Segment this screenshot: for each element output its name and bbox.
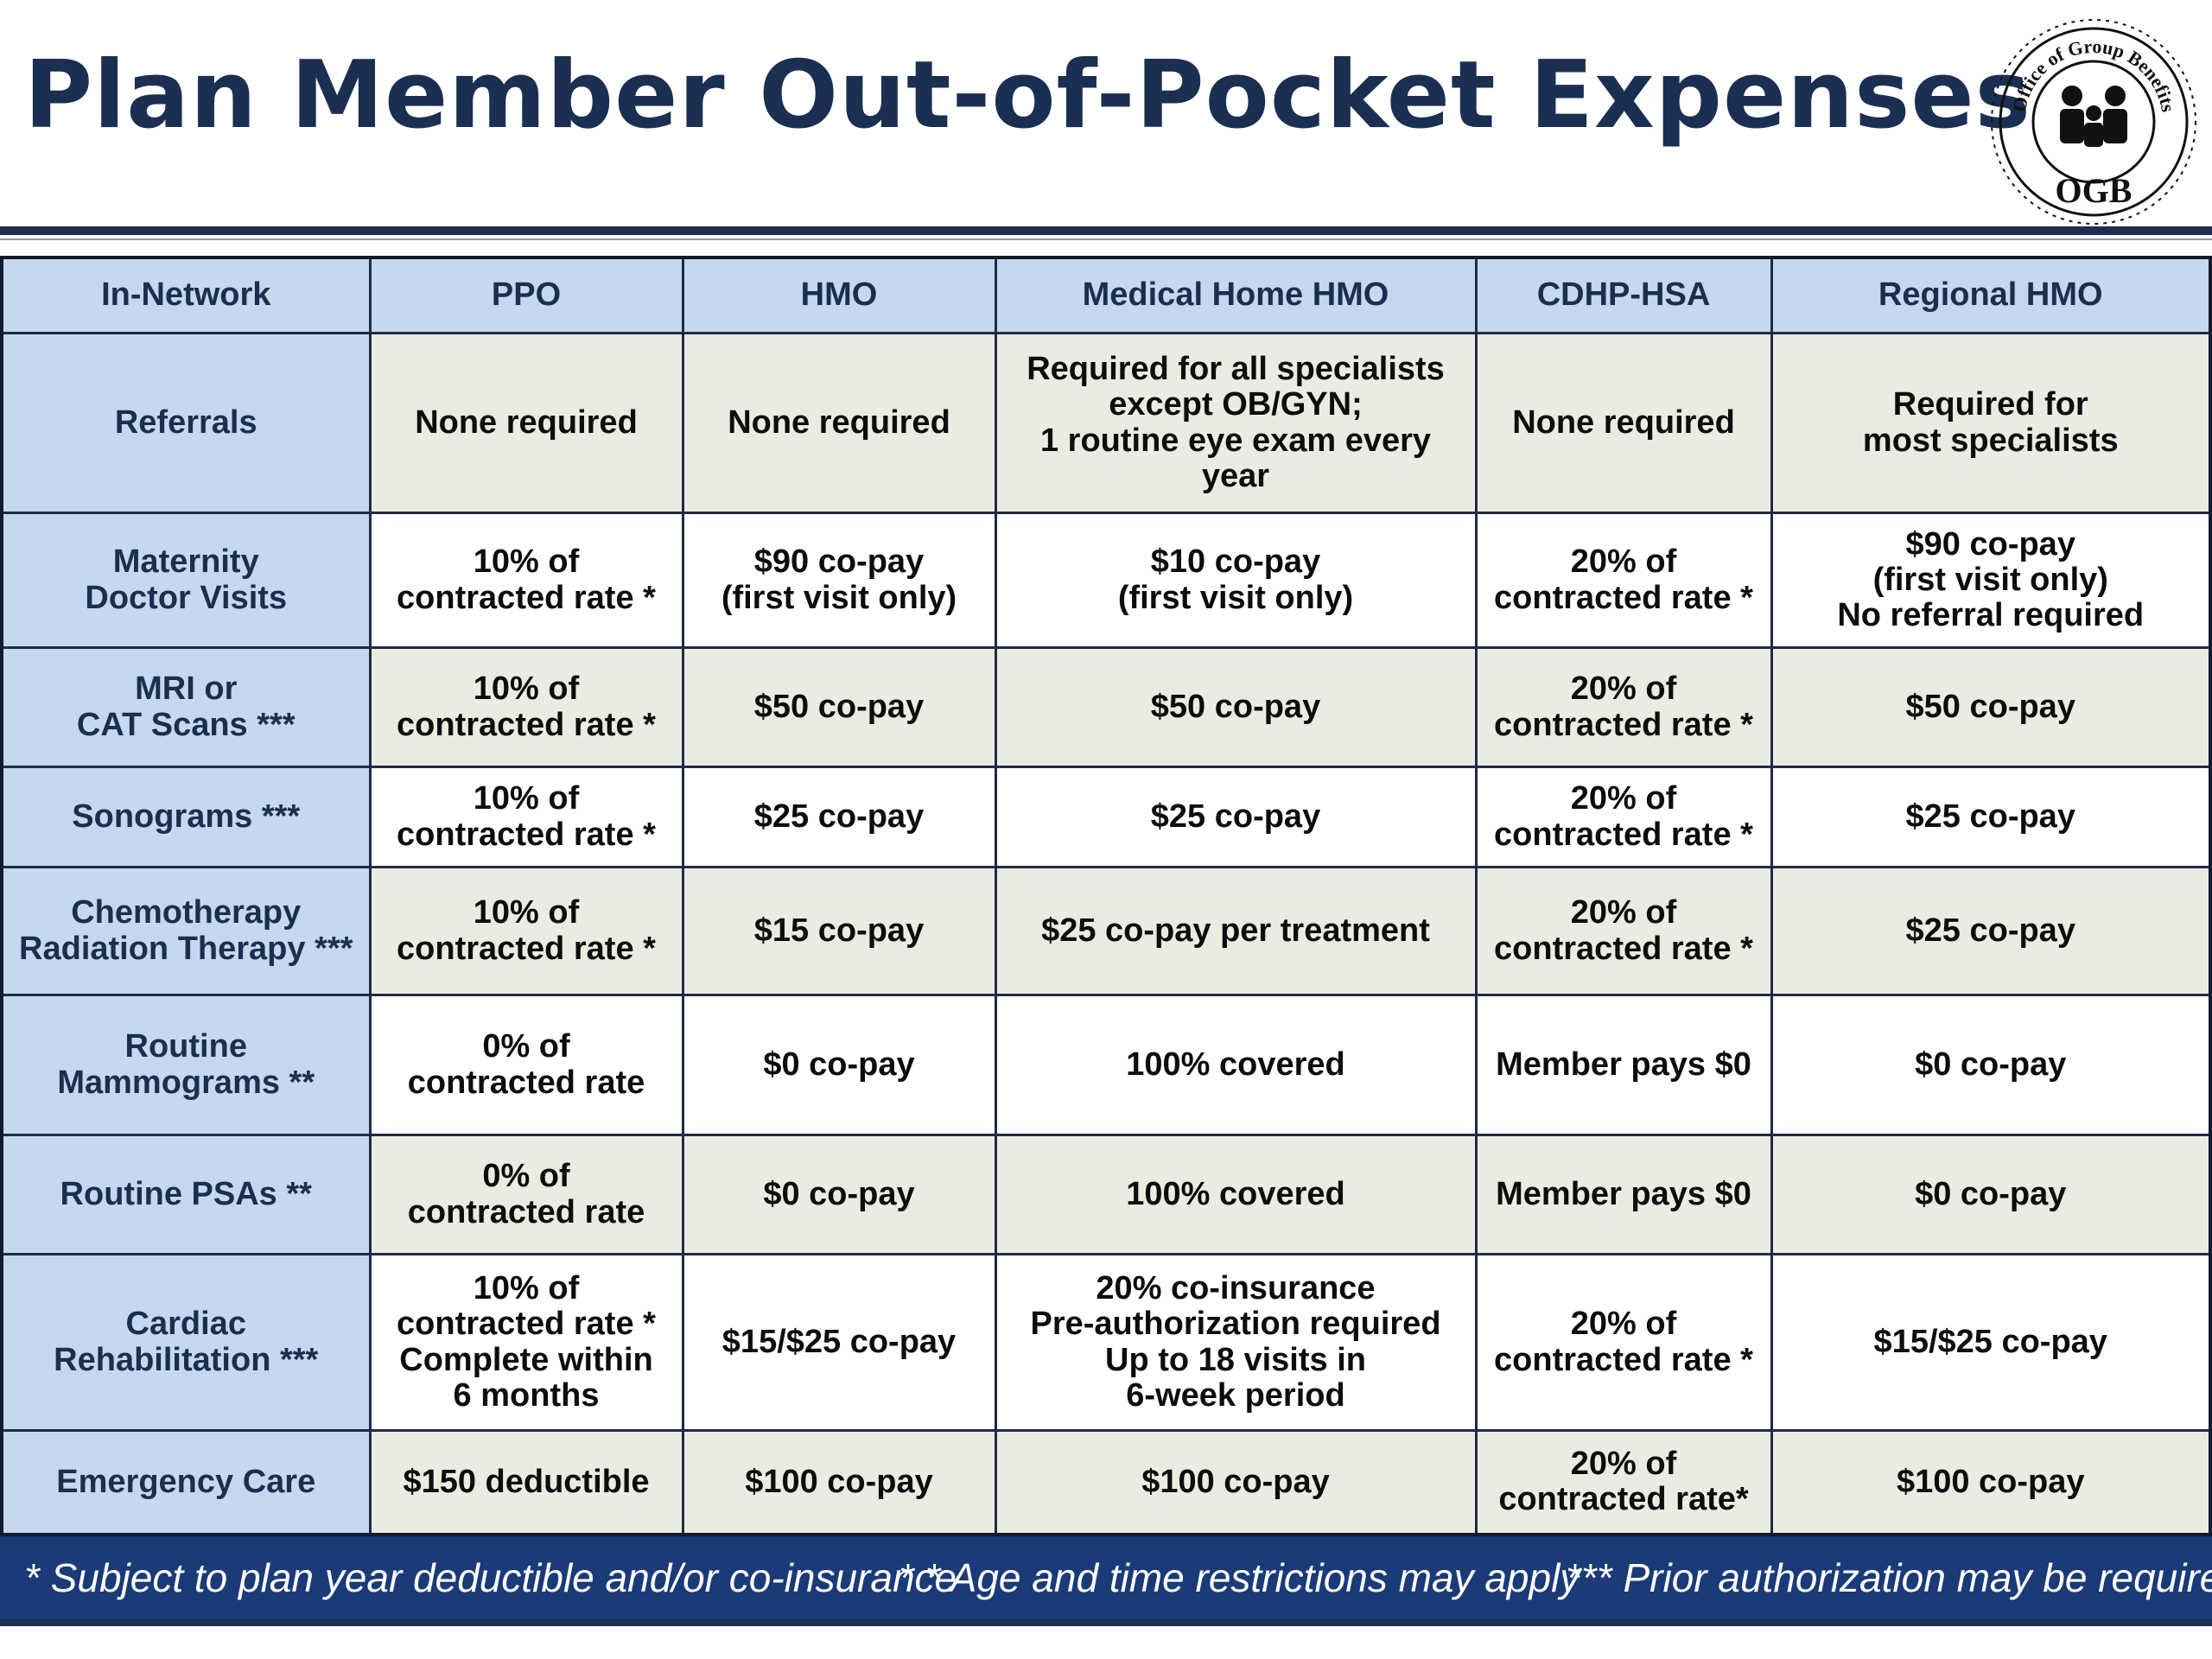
table-cell: $0 co-pay	[681, 994, 997, 1136]
table-cell: $25 co-pay	[1770, 766, 2212, 868]
row-label: Routine Mammograms **	[0, 994, 372, 1136]
table-cell: 20% co-insurance Pre-authorization requi…	[994, 1253, 1478, 1432]
header-cdhp-hsa: CDHP-HSA	[1474, 256, 1773, 334]
table-cell: $15/$25 co-pay	[681, 1253, 997, 1432]
logo-acronym: OGB	[2056, 171, 2133, 210]
table-cell: $0 co-pay	[681, 1134, 997, 1255]
header-ppo: PPO	[368, 256, 684, 334]
table-cell: $15/$25 co-pay	[1770, 1253, 2212, 1432]
table-cell: 20% of contracted rate *	[1474, 766, 1773, 868]
table-cell: 20% of contracted rate *	[1474, 646, 1773, 768]
footnotes-bar: * Subject to plan year deductible and/or…	[0, 1536, 2212, 1619]
table-cell: $150 deductible	[368, 1429, 684, 1535]
footnote-deductible: * Subject to plan year deductible and/or…	[24, 1555, 957, 1600]
table-cell: $15 co-pay	[681, 866, 997, 996]
table-cell: Member pays $0	[1474, 1134, 1773, 1255]
table-cell: $25 co-pay per treatment	[994, 866, 1478, 996]
table-cell: 20% of contracted rate *	[1474, 512, 1773, 649]
row-label: Cardiac Rehabilitation ***	[0, 1253, 372, 1432]
table-cell: None required	[681, 332, 997, 514]
table-cell: 10% of contracted rate *	[368, 866, 684, 996]
footnote-age-restrictions: * * Age and time restrictions may apply	[899, 1555, 1580, 1600]
table-cell: $100 co-pay	[681, 1429, 997, 1535]
table-cell: 10% of contracted rate *	[368, 512, 684, 649]
table-cell: 20% of contracted rate *	[1474, 866, 1773, 996]
table-cell: $0 co-pay	[1770, 1134, 2212, 1255]
row-label: Maternity Doctor Visits	[0, 512, 372, 649]
table-cell: 100% covered	[994, 994, 1478, 1136]
table-cell: $90 co-pay (first visit only) No referra…	[1770, 512, 2212, 649]
header-in-network: In-Network	[0, 256, 372, 334]
table-cell: 20% of contracted rate *	[1474, 1253, 1773, 1432]
table-row: Emergency Care $150 deductible $100 co-p…	[0, 1429, 2212, 1535]
logo-arc-text: Office of Group Benefits	[2008, 35, 2179, 114]
table-cell: Required for most specialists	[1770, 332, 2212, 514]
table-cell: 10% of contracted rate *	[368, 646, 684, 768]
table-cell: $90 co-pay (first visit only)	[681, 512, 997, 649]
table-row: Cardiac Rehabilitation *** 10% of contra…	[0, 1253, 2212, 1432]
table-header-row: In-Network PPO HMO Medical Home HMO CDHP…	[0, 256, 2212, 334]
table-cell: $50 co-pay	[994, 646, 1478, 768]
table-cell: Required for all specialists except OB/G…	[994, 332, 1478, 514]
header-regional-hmo: Regional HMO	[1770, 256, 2212, 334]
table-cell: Member pays $0	[1474, 994, 1773, 1136]
benefits-table: In-Network PPO HMO Medical Home HMO CDHP…	[0, 256, 2212, 1536]
table-row: Sonograms *** 10% of contracted rate * $…	[0, 766, 2212, 868]
table-cell: None required	[368, 332, 684, 514]
title-divider-thin	[0, 238, 2212, 240]
table-row: Referrals None required None required Re…	[0, 332, 2212, 514]
table-cell: None required	[1474, 332, 1773, 514]
table-cell: 0% of contracted rate	[368, 1134, 684, 1255]
table-row: Maternity Doctor Visits 10% of contracte…	[0, 512, 2212, 649]
table-cell: $50 co-pay	[1770, 646, 2212, 768]
table-cell: $25 co-pay	[681, 766, 997, 868]
table-cell: 0% of contracted rate	[368, 994, 684, 1136]
table-cell: $50 co-pay	[681, 646, 997, 768]
row-label: MRI or CAT Scans ***	[0, 646, 372, 768]
table-cell: $100 co-pay	[1770, 1429, 2212, 1535]
row-label: Emergency Care	[0, 1429, 372, 1535]
header-medical-home-hmo: Medical Home HMO	[994, 256, 1478, 334]
table-cell: 10% of contracted rate * Complete within…	[368, 1253, 684, 1432]
table-cell: 100% covered	[994, 1134, 1478, 1255]
table-row: MRI or CAT Scans *** 10% of contracted r…	[0, 646, 2212, 768]
table-row: Routine Mammograms ** 0% of contracted r…	[0, 994, 2212, 1136]
table-cell: 20% of contracted rate*	[1474, 1429, 1773, 1535]
table-cell: $25 co-pay	[1770, 866, 2212, 996]
footnote-prior-authorization: *** Prior authorization may be required	[1566, 1555, 2212, 1600]
table-cell: 10% of contracted rate *	[368, 766, 684, 868]
row-label: Chemotherapy Radiation Therapy ***	[0, 866, 372, 996]
svg-text:Office of Group Benefits: Office of Group Benefits	[2008, 35, 2179, 114]
table-row: Routine PSAs ** 0% of contracted rate $0…	[0, 1134, 2212, 1255]
table-cell: $10 co-pay (first visit only)	[994, 512, 1478, 649]
page-title: Plan Member Out-of-Pocket Expenses	[24, 41, 2031, 149]
table-cell: $25 co-pay	[994, 766, 1478, 868]
title-divider	[0, 226, 2212, 235]
row-label: Referrals	[0, 332, 372, 514]
table-cell: $100 co-pay	[994, 1429, 1478, 1535]
table-cell: $0 co-pay	[1770, 994, 2212, 1136]
header-hmo: HMO	[681, 256, 997, 334]
table-row: Chemotherapy Radiation Therapy *** 10% o…	[0, 866, 2212, 996]
ogb-seal-logo: Office of Group Benefits OGB	[1991, 19, 2196, 225]
bottom-divider	[0, 1619, 2212, 1626]
row-label: Routine PSAs **	[0, 1134, 372, 1255]
row-label: Sonograms ***	[0, 766, 372, 868]
family-icon	[2060, 86, 2127, 147]
